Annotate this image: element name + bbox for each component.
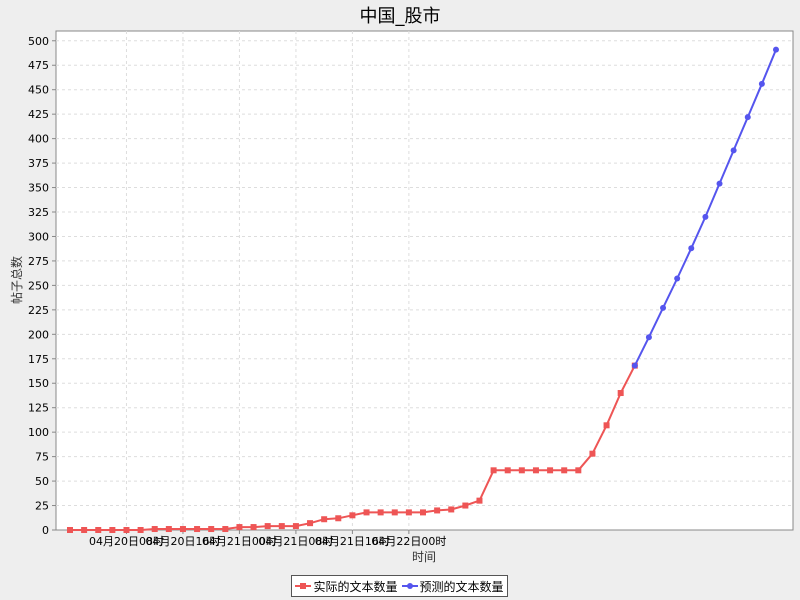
data-point	[730, 147, 737, 154]
y-tick-label: 325	[28, 206, 49, 219]
y-tick-label: 250	[28, 279, 49, 292]
legend-swatch-actual	[295, 581, 312, 591]
x-tick-label: 04月20日08时	[89, 535, 164, 548]
y-tick-label: 350	[28, 182, 49, 195]
x-tick-label: 04月21日16时	[315, 535, 390, 548]
data-point	[645, 334, 652, 341]
data-point	[561, 467, 568, 474]
data-point	[95, 527, 102, 533]
x-axis-label: 时间	[412, 550, 436, 564]
data-point	[617, 390, 624, 397]
x-tick-label: 04月21日00时	[202, 535, 277, 548]
data-point	[462, 502, 469, 509]
data-point	[532, 467, 539, 474]
y-tick-label: 125	[28, 402, 49, 415]
y-tick-label: 200	[28, 328, 49, 341]
y-tick-label: 300	[28, 230, 49, 243]
data-point	[278, 523, 285, 530]
data-point	[194, 526, 201, 533]
data-point	[109, 527, 116, 533]
data-point	[702, 213, 709, 220]
y-tick-label: 150	[28, 377, 49, 390]
x-tick-label: 04月22日00时	[371, 535, 446, 548]
data-point	[716, 180, 723, 187]
plot-area	[55, 30, 794, 531]
data-point	[631, 362, 638, 369]
y-tick-label: 100	[28, 426, 49, 439]
data-point	[420, 509, 426, 516]
data-point	[434, 507, 441, 514]
data-point	[335, 515, 342, 522]
data-point	[81, 527, 88, 533]
data-point	[222, 526, 229, 533]
data-point	[504, 467, 511, 474]
x-tick-label: 04月20日16时	[145, 535, 220, 548]
data-point	[547, 467, 554, 474]
data-point	[758, 80, 765, 87]
series-layer	[67, 46, 779, 533]
data-point	[476, 497, 483, 504]
data-point	[518, 467, 525, 474]
data-point	[292, 523, 299, 530]
data-point	[744, 114, 751, 121]
data-point	[377, 509, 384, 516]
legend-label-predicted: 预测的文本数量	[419, 579, 504, 594]
data-point	[490, 467, 497, 474]
y-tick-label: 425	[28, 108, 49, 121]
data-point	[405, 509, 412, 516]
y-tick-label: 375	[28, 157, 49, 170]
y-tick-label: 450	[28, 84, 49, 97]
y-tick-label: 225	[28, 304, 49, 317]
gridlines	[56, 31, 793, 530]
data-point	[165, 526, 172, 533]
y-tick-label: 0	[42, 524, 49, 537]
data-point	[674, 275, 681, 282]
y-tick-label: 400	[28, 133, 49, 146]
data-point	[307, 520, 314, 527]
y-tick-label: 175	[28, 353, 49, 366]
y-tick-label: 75	[35, 451, 49, 464]
x-tick-label: 04月21日08时	[258, 535, 333, 548]
data-point	[391, 509, 398, 516]
legend-swatch-predicted	[401, 581, 418, 591]
data-point	[151, 526, 158, 533]
legend-item-predicted: 预测的文本数量	[401, 578, 504, 595]
legend-item-actual: 实际的文本数量	[295, 578, 398, 595]
y-axis-label: 帖子总数	[9, 256, 24, 304]
data-point	[660, 304, 667, 311]
data-point	[349, 512, 356, 519]
legend-label-actual: 实际的文本数量	[313, 579, 398, 594]
data-point	[179, 526, 186, 533]
data-point	[773, 46, 779, 53]
data-point	[448, 506, 455, 513]
axes: 0 25 50 75 100 125 150 175 200 225 250 275 300 325 350…	[28, 35, 446, 548]
y-tick-label: 500	[28, 35, 49, 48]
data-point	[250, 524, 257, 531]
data-point	[208, 526, 215, 533]
data-point	[137, 527, 144, 533]
data-point	[589, 450, 596, 457]
y-tick-label: 25	[35, 500, 49, 513]
data-point	[264, 523, 271, 530]
y-tick-label: 50	[35, 475, 49, 488]
data-point	[688, 245, 695, 252]
data-point	[67, 527, 73, 533]
y-tick-label: 275	[28, 255, 49, 268]
data-point	[123, 527, 130, 533]
data-point	[321, 516, 328, 523]
chart-title: 中国_股市	[359, 6, 441, 27]
data-point	[363, 509, 370, 516]
data-point	[575, 467, 582, 474]
data-point	[236, 524, 243, 531]
data-point	[603, 422, 610, 429]
y-tick-label: 475	[28, 59, 49, 72]
legend: 实际的文本数量 预测的文本数量	[291, 575, 508, 597]
